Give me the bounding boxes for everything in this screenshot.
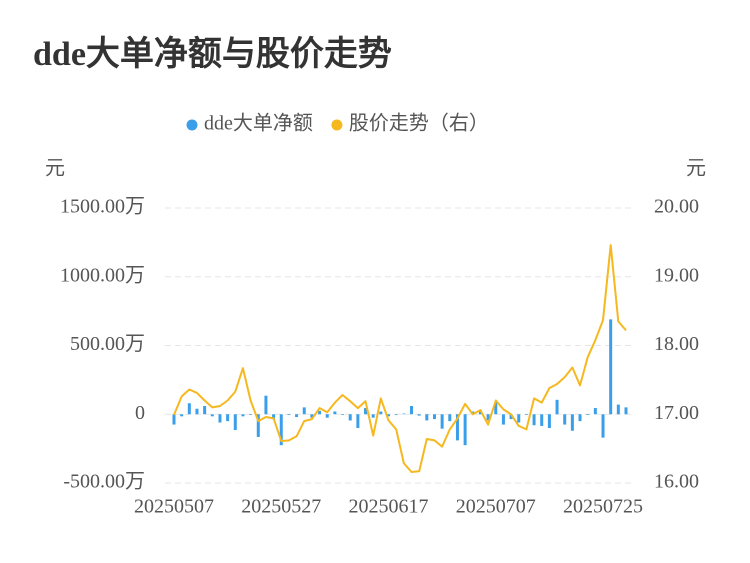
bar (364, 408, 368, 415)
bar (371, 414, 375, 418)
x-tick-label: 20250617 (349, 496, 429, 518)
bar (616, 404, 620, 415)
y2-tick-label: 20.00 (654, 196, 699, 218)
bar (593, 408, 597, 415)
bar (241, 414, 245, 417)
y2-tick-label: 18.00 (654, 333, 699, 355)
bar (249, 414, 253, 415)
bar (210, 414, 214, 417)
bar (547, 414, 551, 428)
y2-tick-label: 19.00 (654, 264, 699, 286)
y-tick-label: -500.00万 (63, 471, 145, 493)
x-tick-label: 20250527 (241, 496, 321, 518)
bar (425, 414, 429, 421)
y-tick-label: 1000.00万 (60, 264, 145, 286)
legend-marker (331, 119, 343, 131)
legend-label: dde大单净额 (204, 112, 313, 135)
bar (501, 414, 505, 425)
bar (318, 410, 322, 415)
legend-marker (186, 119, 198, 131)
y-tick-label: 500.00万 (70, 333, 145, 355)
bar (379, 411, 383, 415)
bar (402, 413, 406, 415)
bar (624, 407, 628, 415)
x-tick-label: 20250725 (563, 496, 643, 518)
bar (226, 414, 230, 422)
chart-title: dde大单净额与股价走势 (33, 35, 392, 73)
bar (333, 411, 337, 415)
legend: dde大单净额 股价走势（右） (186, 112, 489, 135)
bar (325, 414, 329, 418)
legend-label: 股价走势（右） (349, 112, 489, 135)
bar (264, 395, 268, 415)
bar (417, 414, 421, 416)
bar (348, 414, 352, 421)
bar (532, 414, 536, 426)
x-tick-label: 20250507 (134, 496, 214, 518)
bar (563, 414, 567, 425)
bar (187, 403, 191, 415)
bar (272, 414, 276, 420)
bar (195, 408, 199, 415)
bar (494, 402, 498, 415)
bar (295, 414, 299, 417)
bar (203, 406, 207, 415)
bar (555, 399, 559, 415)
y2-axis-label: 元 (686, 158, 706, 180)
bar (609, 319, 613, 415)
bar (463, 414, 467, 446)
y-tick-label: 0 (135, 402, 145, 424)
bar (570, 414, 574, 431)
bar (455, 414, 459, 441)
bar (601, 414, 605, 438)
bar (524, 414, 528, 415)
bar (586, 414, 590, 415)
x-tick-label: 20250707 (456, 496, 536, 518)
bar (310, 414, 314, 418)
bar (486, 414, 490, 421)
bar (432, 414, 436, 420)
bar (448, 414, 452, 422)
bar (394, 414, 398, 415)
bar (440, 414, 444, 429)
bar (517, 414, 521, 423)
bar (302, 407, 306, 415)
bar (218, 414, 222, 423)
bar (233, 414, 237, 431)
bar (540, 414, 544, 426)
bar (279, 414, 283, 446)
bar (409, 406, 413, 415)
bar (341, 414, 345, 415)
y2-tick-label: 16.00 (654, 471, 699, 493)
bar (578, 414, 582, 422)
bar (387, 414, 391, 417)
bar (256, 414, 260, 437)
y2-tick-label: 17.00 (654, 402, 699, 424)
bar (172, 414, 176, 425)
bar (180, 414, 184, 417)
y-tick-label: 1500.00万 (60, 196, 145, 218)
bar (509, 414, 513, 420)
price-line (173, 244, 627, 473)
bar (287, 414, 291, 415)
y-axis-label: 元 (45, 158, 65, 180)
bar (356, 414, 360, 428)
